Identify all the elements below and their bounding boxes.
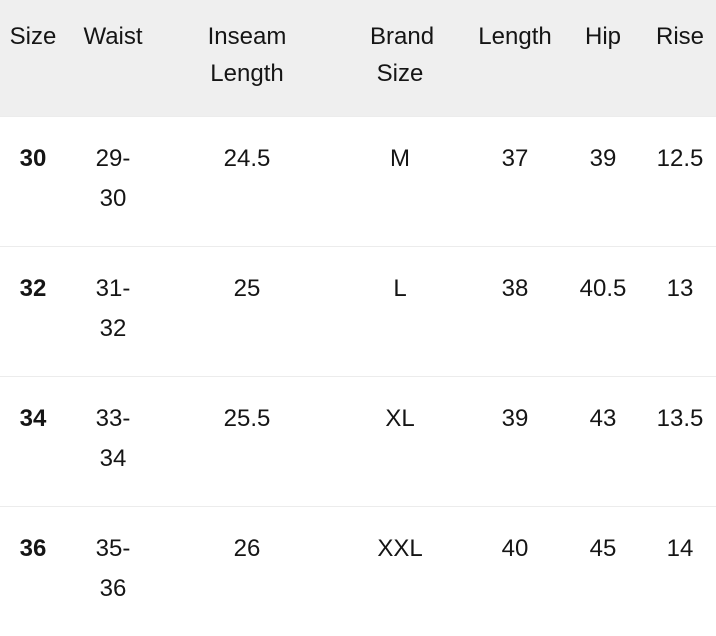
cell-waist: 31-32: [95, 275, 131, 342]
table-row: 34 33-34 25.5 XL 39 43 13.5: [0, 376, 716, 506]
cell-length: 37: [501, 145, 529, 172]
cell-brand-size: XL: [385, 405, 415, 432]
table-row: 32 31-32 25 L 38 40.5 13: [0, 246, 716, 376]
cell-length: 38: [501, 275, 529, 302]
table-row: 30 29-30 24.5 M 37 39 12.5: [0, 116, 716, 246]
cell-waist: 35-36: [95, 535, 131, 602]
cell-hip: 43: [589, 405, 617, 432]
table-header: Size Waist Inseam Length Brand Size Length Hi…: [0, 0, 716, 116]
cell-inseam-length: 24.5: [223, 145, 271, 172]
cell-hip: 40.5: [579, 275, 627, 302]
cell-waist: 29-30: [95, 145, 131, 212]
cell-brand-size: M: [390, 145, 410, 172]
table-row: 36 35-36 26 XXL 40 45 14: [0, 506, 716, 636]
header-rise: Rise: [655, 23, 705, 50]
header-size: Size: [9, 23, 57, 50]
cell-hip: 45: [589, 535, 617, 562]
cell-size: 32: [19, 275, 47, 302]
header-brand-size: Brand Size: [370, 23, 435, 87]
cell-rise: 14: [666, 535, 694, 562]
cell-size: 36: [19, 535, 47, 562]
cell-length: 39: [501, 405, 529, 432]
cell-inseam-length: 25.5: [223, 405, 271, 432]
cell-inseam-length: 25: [233, 275, 261, 302]
cell-length: 40: [501, 535, 529, 562]
cell-brand-size: L: [393, 275, 407, 302]
cell-rise: 13: [666, 275, 694, 302]
header-length: Length: [478, 23, 552, 50]
cell-size: 34: [19, 405, 47, 432]
cell-size: 30: [19, 145, 47, 172]
cell-hip: 39: [589, 145, 617, 172]
cell-rise: 12.5: [656, 145, 704, 172]
cell-rise: 13.5: [656, 405, 704, 432]
header-inseam-length: Inseam Length: [207, 23, 287, 87]
header-waist: Waist: [83, 23, 143, 50]
cell-waist: 33-34: [95, 405, 131, 472]
header-hip: Hip: [584, 23, 622, 50]
cell-inseam-length: 26: [233, 535, 261, 562]
cell-brand-size: XXL: [377, 535, 423, 562]
